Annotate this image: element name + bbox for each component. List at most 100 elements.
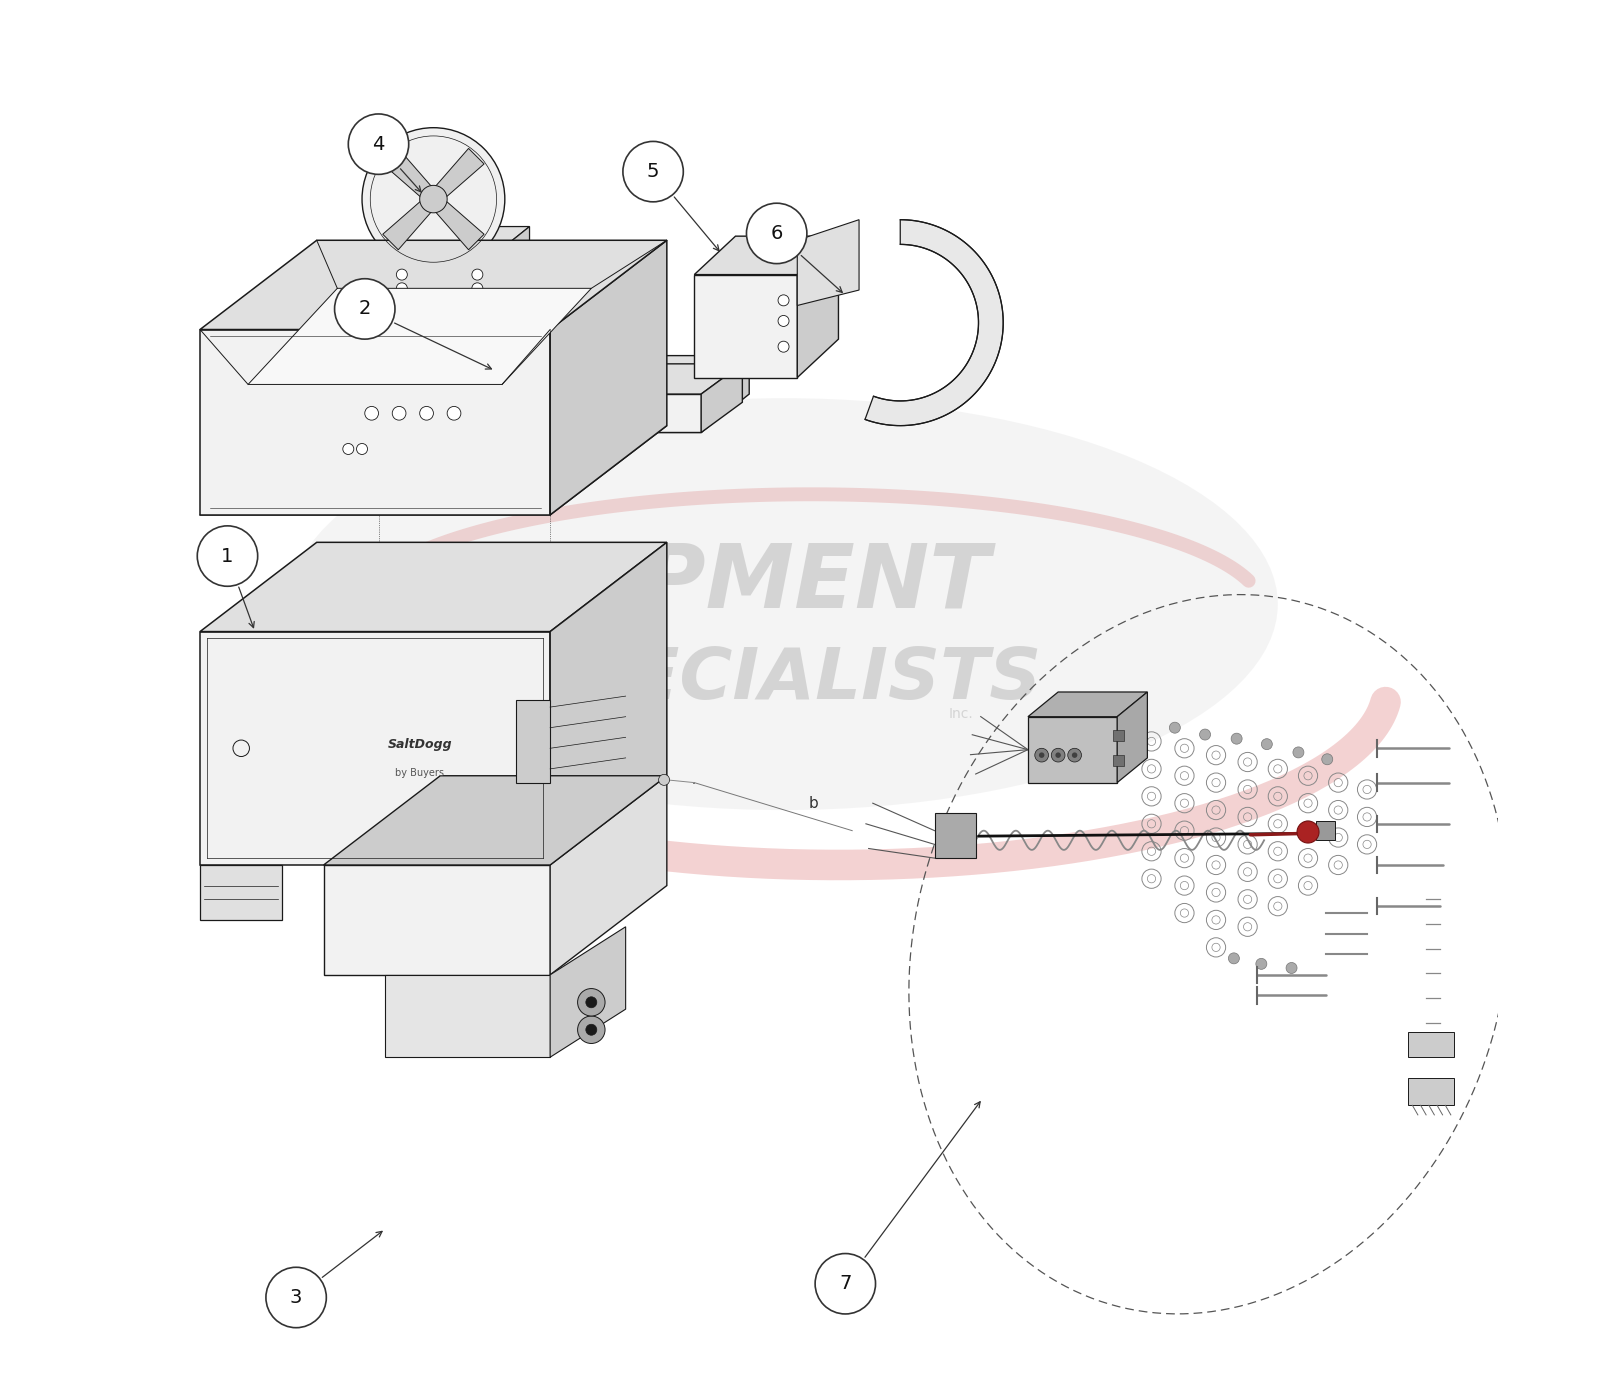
- Circle shape: [472, 297, 483, 308]
- Text: EQUIPMENT: EQUIPMENT: [399, 540, 989, 627]
- Polygon shape: [550, 776, 667, 975]
- Polygon shape: [248, 288, 592, 384]
- Polygon shape: [1408, 1032, 1453, 1057]
- Text: 3: 3: [290, 1288, 302, 1307]
- Circle shape: [472, 324, 483, 335]
- Text: 6: 6: [770, 224, 783, 243]
- Polygon shape: [337, 394, 386, 432]
- Text: 4: 4: [373, 135, 384, 154]
- Polygon shape: [323, 776, 667, 865]
- Bar: [1113, 730, 1124, 741]
- Circle shape: [1231, 733, 1242, 744]
- Circle shape: [365, 406, 378, 420]
- Polygon shape: [428, 148, 483, 205]
- Text: 5: 5: [647, 162, 660, 181]
- Polygon shape: [402, 254, 477, 270]
- Polygon shape: [461, 227, 529, 254]
- Polygon shape: [1118, 692, 1147, 783]
- Circle shape: [577, 1016, 605, 1043]
- Circle shape: [396, 351, 407, 362]
- Polygon shape: [386, 227, 454, 254]
- Text: SaltDogg: SaltDogg: [388, 739, 453, 751]
- Circle shape: [357, 443, 368, 454]
- Polygon shape: [550, 927, 626, 1057]
- Polygon shape: [550, 542, 667, 865]
- Circle shape: [472, 269, 483, 280]
- Circle shape: [198, 526, 258, 586]
- Polygon shape: [337, 394, 701, 432]
- Polygon shape: [516, 700, 550, 783]
- Ellipse shape: [289, 398, 1278, 810]
- Polygon shape: [200, 240, 667, 330]
- Circle shape: [779, 342, 788, 353]
- Polygon shape: [701, 364, 743, 432]
- Circle shape: [472, 351, 483, 362]
- Polygon shape: [798, 220, 860, 306]
- Circle shape: [349, 114, 409, 174]
- Circle shape: [396, 338, 407, 349]
- Circle shape: [396, 310, 407, 321]
- Circle shape: [1286, 962, 1298, 973]
- Circle shape: [586, 1024, 597, 1035]
- Text: Inc.: Inc.: [949, 707, 973, 721]
- Circle shape: [1228, 953, 1239, 964]
- Circle shape: [1072, 752, 1077, 758]
- Circle shape: [779, 316, 788, 327]
- Circle shape: [1051, 748, 1066, 762]
- Circle shape: [472, 310, 483, 321]
- Circle shape: [334, 279, 396, 339]
- Polygon shape: [383, 194, 438, 250]
- Circle shape: [266, 1267, 326, 1328]
- Polygon shape: [200, 330, 550, 515]
- Polygon shape: [694, 275, 798, 378]
- Polygon shape: [550, 240, 667, 515]
- Circle shape: [1262, 739, 1272, 750]
- Polygon shape: [865, 220, 1004, 426]
- Polygon shape: [1028, 717, 1118, 783]
- Polygon shape: [200, 632, 550, 865]
- Polygon shape: [1317, 821, 1335, 840]
- Text: 7: 7: [839, 1274, 852, 1293]
- Polygon shape: [337, 432, 378, 467]
- Text: 2: 2: [358, 299, 371, 319]
- Circle shape: [577, 989, 605, 1016]
- Polygon shape: [386, 975, 550, 1057]
- Polygon shape: [529, 364, 743, 394]
- Polygon shape: [495, 227, 529, 394]
- Circle shape: [472, 365, 483, 376]
- Circle shape: [1056, 752, 1061, 758]
- Circle shape: [420, 406, 433, 420]
- Polygon shape: [337, 356, 749, 394]
- Circle shape: [1293, 747, 1304, 758]
- Polygon shape: [934, 813, 976, 858]
- Circle shape: [362, 128, 504, 270]
- Circle shape: [393, 406, 406, 420]
- Circle shape: [396, 269, 407, 280]
- Circle shape: [448, 406, 461, 420]
- Polygon shape: [386, 254, 420, 394]
- Bar: [1113, 755, 1124, 766]
- Circle shape: [1169, 722, 1181, 733]
- Circle shape: [779, 295, 788, 306]
- Circle shape: [472, 283, 483, 294]
- Polygon shape: [200, 542, 667, 632]
- Circle shape: [623, 141, 683, 202]
- Text: 1: 1: [221, 546, 234, 566]
- Circle shape: [659, 774, 670, 785]
- Polygon shape: [798, 236, 839, 378]
- Circle shape: [396, 365, 407, 376]
- Circle shape: [586, 997, 597, 1008]
- Circle shape: [1298, 821, 1319, 843]
- Circle shape: [396, 297, 407, 308]
- Polygon shape: [200, 865, 282, 920]
- Polygon shape: [323, 865, 550, 975]
- Polygon shape: [383, 148, 438, 205]
- Polygon shape: [461, 254, 495, 394]
- Circle shape: [342, 443, 354, 454]
- Circle shape: [746, 203, 806, 264]
- Polygon shape: [694, 236, 839, 275]
- Polygon shape: [420, 227, 454, 394]
- Text: SPECIALISTS: SPECIALISTS: [526, 645, 1041, 714]
- Circle shape: [1067, 748, 1082, 762]
- Polygon shape: [200, 426, 667, 515]
